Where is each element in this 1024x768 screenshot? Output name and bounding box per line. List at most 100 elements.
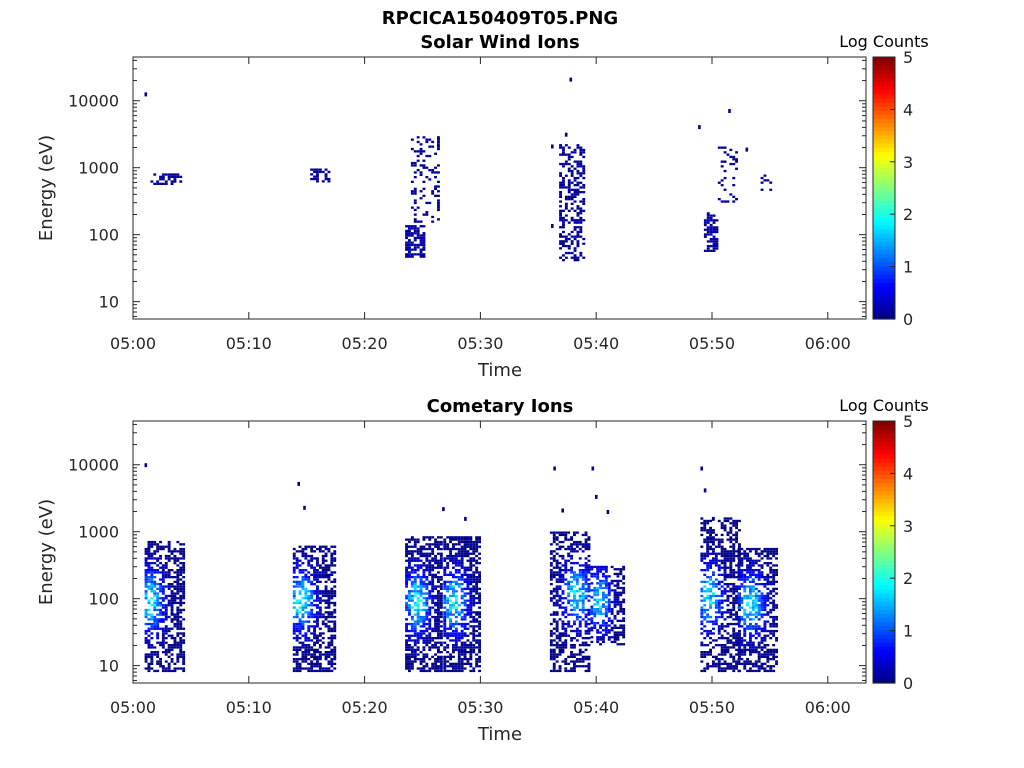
heatmap-cell: [555, 653, 559, 656]
heatmap-cell: [469, 653, 473, 656]
heatmap-cell: [324, 177, 328, 181]
heatmap-cell: [413, 192, 417, 195]
heatmap-cell: [147, 578, 151, 581]
heatmap-cell: [564, 153, 568, 156]
heatmap-cell: [475, 662, 479, 665]
heatmap-cell: [310, 583, 314, 586]
heatmap-cell: [576, 144, 580, 147]
heatmap-cell: [549, 552, 553, 555]
heatmap-cell: [439, 667, 443, 670]
heatmap-cell: [443, 545, 447, 548]
heatmap-cell: [740, 576, 744, 579]
heatmap-cell: [422, 669, 426, 673]
heatmap-cell: [602, 603, 605, 606]
heatmap-cell: [446, 543, 450, 546]
heatmap-cell: [561, 569, 565, 572]
heatmap-cell: [754, 587, 758, 590]
heatmap-cell: [737, 564, 741, 567]
colorbar-segment: [873, 81, 895, 87]
heatmap-cell: [413, 227, 417, 230]
heatmap-cell: [567, 545, 571, 548]
heatmap-cell: [170, 618, 174, 621]
heatmap-cell: [156, 559, 160, 562]
heatmap-cell: [703, 625, 707, 628]
heatmap-cell: [425, 576, 429, 579]
heatmap-cell: [144, 573, 148, 576]
heatmap-cell: [582, 155, 586, 159]
heatmap-cell: [720, 622, 724, 626]
heatmap-cell: [419, 143, 423, 146]
y-tick-label: 1000: [78, 159, 119, 178]
colorbar-segment: [873, 249, 895, 255]
heatmap-cell: [700, 559, 704, 562]
heatmap-cell: [153, 622, 157, 626]
heatmap-cell: [307, 562, 311, 565]
heatmap-cell: [769, 615, 773, 619]
heatmap-cell: [559, 214, 562, 217]
heatmap-cell: [324, 576, 328, 579]
heatmap-cell: [576, 244, 580, 248]
heatmap-cell: [607, 617, 611, 620]
heatmap-cell: [732, 660, 736, 663]
heatmap-cell: [732, 629, 736, 633]
colorbar-segment: [873, 633, 895, 639]
heatmap-cell: [703, 219, 707, 222]
heatmap-cell: [735, 538, 738, 541]
heatmap-cell: [729, 608, 733, 612]
heatmap-cell: [581, 594, 585, 598]
heatmap-cell: [746, 601, 749, 605]
heatmap-cell: [295, 625, 299, 628]
heatmap-cell: [460, 646, 464, 649]
heatmap-cell: [301, 644, 305, 647]
heatmap-cell: [164, 545, 168, 548]
heatmap-cell: [460, 564, 464, 567]
heatmap-cell: [416, 234, 420, 237]
heatmap-cell: [740, 615, 744, 619]
heatmap-cell: [712, 601, 715, 605]
heatmap-cell: [452, 573, 455, 576]
heatmap-cell: [164, 667, 168, 670]
heatmap-cell: [318, 599, 322, 602]
heatmap-cell: [463, 646, 467, 649]
heatmap-cell: [578, 622, 582, 626]
heatmap-cell: [593, 565, 597, 569]
heatmap-cell: [318, 580, 322, 583]
heatmap-cell: [732, 599, 736, 602]
heatmap-cell: [749, 550, 752, 553]
heatmap-cell: [740, 653, 744, 656]
heatmap-cell: [619, 570, 623, 573]
heatmap-cell: [613, 624, 617, 627]
heatmap-cell: [567, 587, 571, 590]
heatmap-cell: [475, 639, 479, 642]
colorbar-segment: [873, 646, 895, 651]
heatmap-cell: [607, 619, 611, 622]
heatmap-cell: [729, 538, 733, 541]
heatmap-cell: [439, 660, 443, 663]
heatmap-cell: [478, 545, 481, 548]
heatmap-cell: [584, 669, 588, 673]
heatmap-cell: [304, 606, 308, 609]
heatmap-cell: [318, 597, 322, 600]
heatmap-cell: [584, 566, 588, 569]
colorbar-segment: [873, 511, 895, 516]
heatmap-cell: [567, 552, 571, 555]
heatmap-cell: [475, 592, 479, 595]
heatmap-cell: [558, 540, 562, 544]
heatmap-cell: [573, 606, 576, 609]
heatmap-cell: [561, 648, 565, 651]
heatmap-cell: [576, 219, 580, 222]
heatmap-cell: [410, 147, 414, 151]
heatmap-cell: [159, 662, 162, 665]
heatmap-cell: [593, 622, 597, 625]
heatmap-cell: [419, 236, 423, 240]
heatmap-cell: [706, 620, 710, 623]
heatmap-cell: [431, 665, 435, 668]
heatmap-cell: [706, 228, 710, 231]
heatmap-cell: [431, 585, 435, 588]
colorbar-segment: [873, 77, 895, 83]
heatmap-cell: [419, 225, 423, 228]
heatmap-cell: [437, 646, 440, 649]
colorbar-segment: [873, 629, 895, 635]
heatmap-cell: [573, 235, 577, 238]
heatmap-cell: [743, 550, 747, 553]
